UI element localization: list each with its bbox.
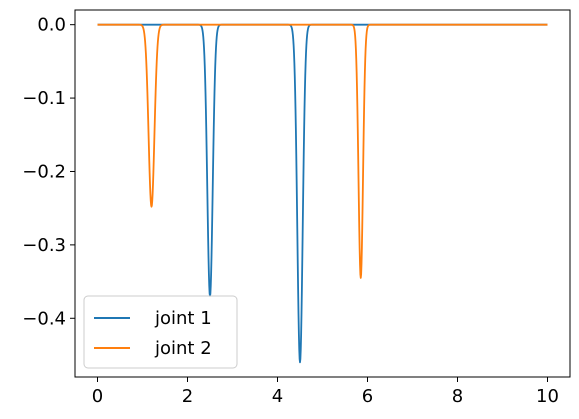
y-tick-label: −0.2 [22, 161, 66, 182]
x-axis: 0 2 4 6 8 10 [92, 377, 559, 407]
plot-area [74, 9, 571, 378]
y-axis: 0.0 −0.1 −0.2 −0.3 −0.4 [22, 15, 75, 329]
legend: joint 1 joint 2 [83, 295, 238, 369]
x-tick-label: 8 [452, 386, 463, 407]
series-layer [96, 23, 549, 364]
axes-frame [74, 9, 571, 378]
y-tick-label: −0.3 [22, 235, 66, 256]
x-tick-label: 2 [182, 386, 193, 407]
legend-box [83, 295, 238, 369]
y-tick-label: −0.4 [22, 308, 66, 329]
x-tick-label: 0 [92, 386, 103, 407]
legend-label-1: joint 1 [154, 308, 212, 329]
legend-label-2: joint 2 [154, 338, 212, 359]
series-line-2 [96, 23, 549, 279]
y-tick-label: 0.0 [37, 15, 66, 36]
x-tick-label: 10 [536, 386, 559, 407]
x-tick-label: 6 [362, 386, 373, 407]
y-tick-label: −0.1 [22, 88, 66, 109]
x-tick-label: 4 [272, 386, 283, 407]
